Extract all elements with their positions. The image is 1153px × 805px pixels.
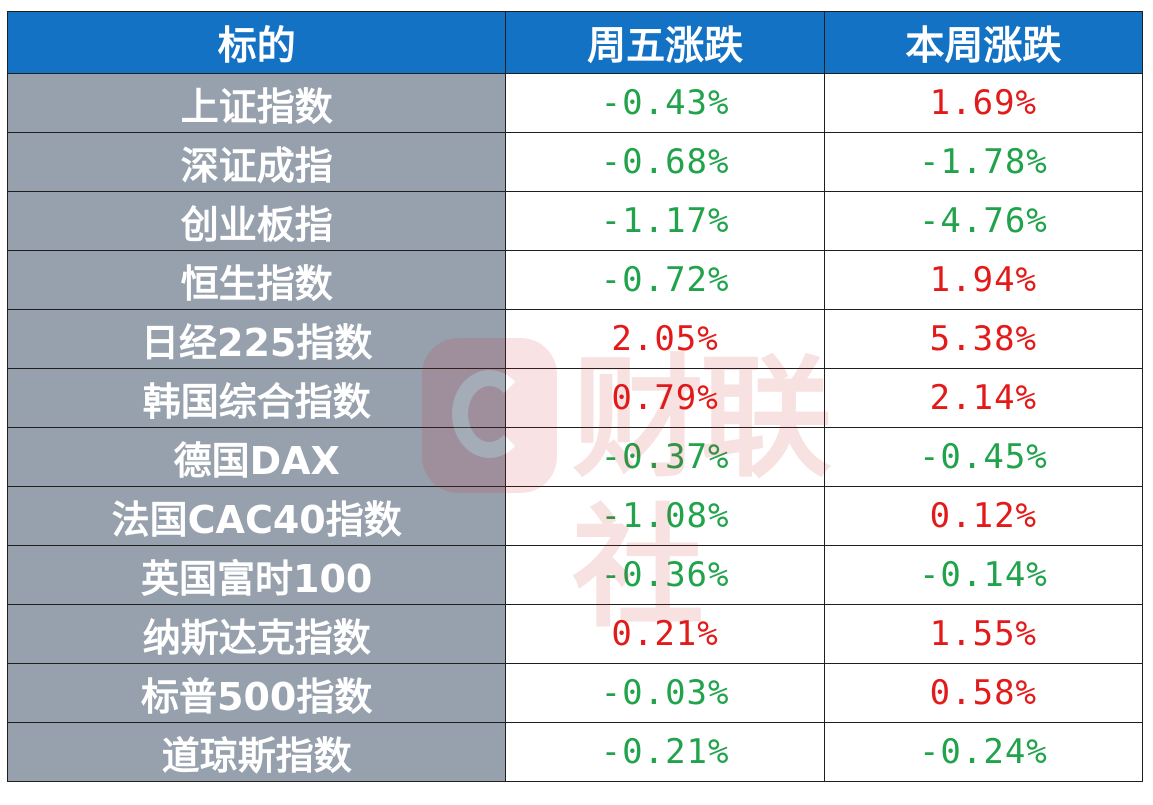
index-name: 上证指数 — [6, 73, 507, 133]
table-header: 标的 周五涨跌 本周涨跌 — [6, 11, 1144, 74]
index-name: 英国富时100 — [6, 545, 507, 605]
index-name: 恒生指数 — [6, 250, 507, 310]
friday-change: -0.21% — [505, 722, 825, 782]
friday-change: 2.05% — [505, 309, 825, 369]
week-change: -0.24% — [823, 722, 1144, 782]
friday-change: -0.68% — [505, 132, 825, 192]
table-row: 恒生指数 -0.72% 1.94% — [6, 250, 1144, 310]
friday-change: -1.17% — [505, 191, 825, 251]
table-body: 上证指数 -0.43% 1.69% 深证成指 -0.68% -1.78% 创业板… — [6, 73, 1144, 782]
table-row: 法国CAC40指数 -1.08% 0.12% — [6, 486, 1144, 546]
week-change: 1.94% — [823, 250, 1144, 310]
friday-change: -0.36% — [505, 545, 825, 605]
header-friday-change: 周五涨跌 — [505, 11, 825, 74]
market-changes-table: 标的 周五涨跌 本周涨跌 上证指数 -0.43% 1.69% 深证成指 -0.6… — [6, 11, 1144, 782]
index-name: 道琼斯指数 — [6, 722, 507, 782]
header-name: 标的 — [6, 11, 507, 74]
friday-change: -0.43% — [505, 73, 825, 133]
week-change: 0.12% — [823, 486, 1144, 546]
header-row: 标的 周五涨跌 本周涨跌 — [6, 11, 1144, 74]
week-change: -1.78% — [823, 132, 1144, 192]
friday-change: -1.08% — [505, 486, 825, 546]
friday-change: 0.21% — [505, 604, 825, 664]
index-name: 标普500指数 — [6, 663, 507, 723]
table-row: 韩国综合指数 0.79% 2.14% — [6, 368, 1144, 428]
week-change: 0.58% — [823, 663, 1144, 723]
table-row: 日经225指数 2.05% 5.38% — [6, 309, 1144, 369]
table-row: 德国DAX -0.37% -0.45% — [6, 427, 1144, 487]
week-change: 1.69% — [823, 73, 1144, 133]
table-row: 标普500指数 -0.03% 0.58% — [6, 663, 1144, 723]
index-name: 深证成指 — [6, 132, 507, 192]
table-row: 上证指数 -0.43% 1.69% — [6, 73, 1144, 133]
index-name: 创业板指 — [6, 191, 507, 251]
week-change: -0.14% — [823, 545, 1144, 605]
friday-change: -0.72% — [505, 250, 825, 310]
index-name: 纳斯达克指数 — [6, 604, 507, 664]
table-row: 创业板指 -1.17% -4.76% — [6, 191, 1144, 251]
friday-change: 0.79% — [505, 368, 825, 428]
table-row: 深证成指 -0.68% -1.78% — [6, 132, 1144, 192]
table-row: 道琼斯指数 -0.21% -0.24% — [6, 722, 1144, 782]
table-row: 英国富时100 -0.36% -0.14% — [6, 545, 1144, 605]
friday-change: -0.37% — [505, 427, 825, 487]
index-name: 德国DAX — [6, 427, 507, 487]
week-change: 2.14% — [823, 368, 1144, 428]
week-change: 1.55% — [823, 604, 1144, 664]
week-change: -4.76% — [823, 191, 1144, 251]
friday-change: -0.03% — [505, 663, 825, 723]
index-name: 韩国综合指数 — [6, 368, 507, 428]
header-week-change: 本周涨跌 — [823, 11, 1144, 74]
index-name: 日经225指数 — [6, 309, 507, 369]
week-change: 5.38% — [823, 309, 1144, 369]
index-name: 法国CAC40指数 — [6, 486, 507, 546]
week-change: -0.45% — [823, 427, 1144, 487]
table-row: 纳斯达克指数 0.21% 1.55% — [6, 604, 1144, 664]
